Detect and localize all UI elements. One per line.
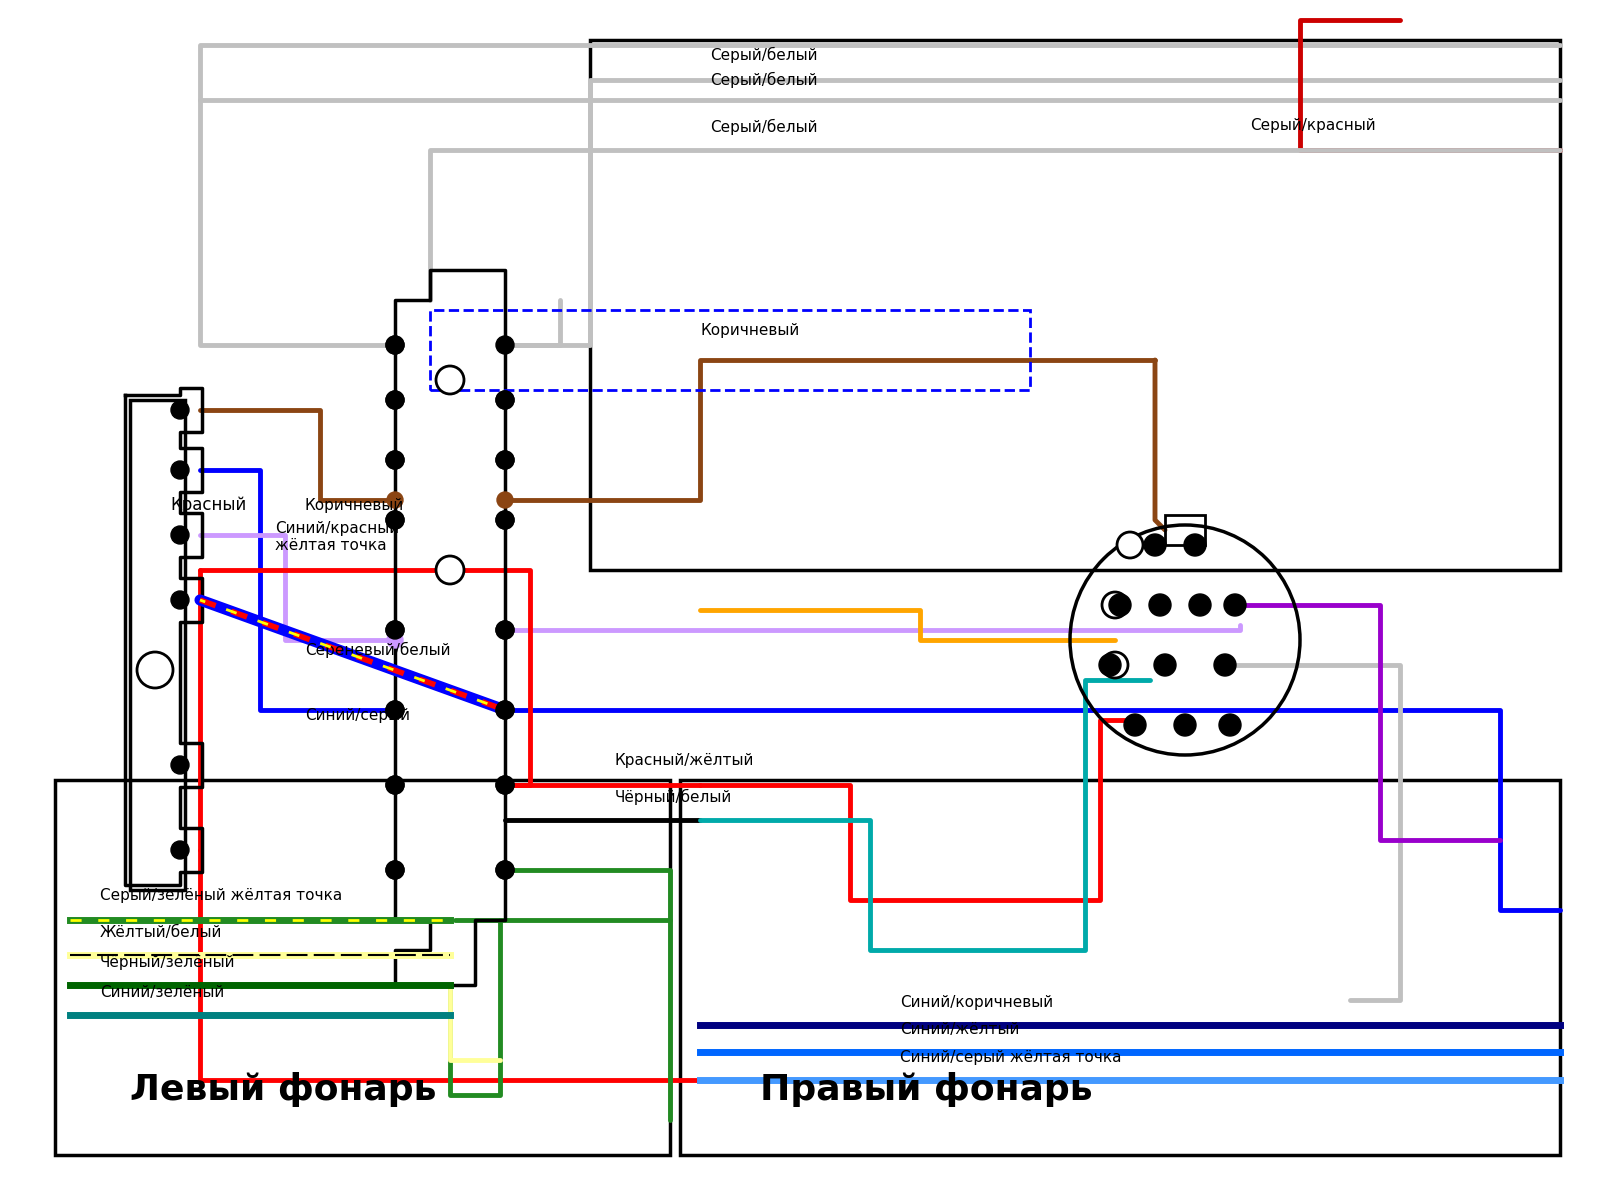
Circle shape	[386, 862, 403, 878]
Circle shape	[1224, 594, 1246, 616]
Circle shape	[386, 336, 403, 354]
Circle shape	[171, 401, 189, 419]
Circle shape	[386, 336, 403, 354]
Bar	[680, 780, 1560, 1154]
Circle shape	[1174, 714, 1197, 736]
Circle shape	[496, 511, 514, 529]
Text: Синий/жёлтый: Синий/жёлтый	[899, 1022, 1019, 1037]
Circle shape	[496, 701, 514, 719]
Text: Коричневый: Коричневый	[701, 323, 800, 338]
Circle shape	[496, 862, 514, 878]
Text: Серый/белый: Серый/белый	[710, 47, 818, 62]
Circle shape	[386, 391, 403, 409]
Text: Чёрный/зелёный: Чёрный/зелёный	[99, 955, 235, 970]
Circle shape	[1102, 592, 1128, 618]
Circle shape	[496, 391, 514, 409]
Circle shape	[496, 622, 514, 638]
Circle shape	[138, 652, 173, 688]
Circle shape	[171, 841, 189, 859]
Bar	[590, 40, 1560, 570]
Text: Синий/серый: Синий/серый	[306, 708, 410, 722]
Circle shape	[496, 776, 514, 794]
Text: Коричневый: Коричневый	[306, 498, 405, 514]
Circle shape	[386, 391, 403, 409]
Circle shape	[386, 451, 403, 469]
Circle shape	[386, 622, 403, 638]
Text: Серый/зелёный жёлтая точка: Серый/зелёный жёлтая точка	[99, 888, 342, 902]
Text: Синий/коричневый: Синий/коричневый	[899, 995, 1053, 1010]
Circle shape	[496, 336, 514, 354]
Circle shape	[387, 632, 403, 648]
Text: Правый фонарь: Правый фонарь	[760, 1072, 1093, 1106]
Bar	[130, 400, 186, 890]
Text: Серый/белый: Серый/белый	[710, 119, 818, 134]
Circle shape	[435, 556, 464, 584]
Bar	[430, 310, 1030, 390]
Circle shape	[1214, 654, 1235, 676]
Text: Левый фонарь: Левый фонарь	[130, 1072, 437, 1106]
Circle shape	[386, 511, 403, 529]
Text: Синий/серый жёлтая точка: Синий/серый жёлтая точка	[899, 1050, 1122, 1066]
Text: Чёрный/белый: Чёрный/белый	[614, 788, 733, 805]
Circle shape	[1184, 534, 1206, 556]
Text: Синий/красный
жёлтая точка: Синий/красный жёлтая точка	[275, 521, 398, 553]
Text: Красный/жёлтый: Красный/жёлтый	[614, 752, 754, 768]
Circle shape	[386, 862, 403, 878]
Circle shape	[171, 461, 189, 479]
Circle shape	[386, 701, 403, 719]
Circle shape	[386, 622, 403, 638]
Circle shape	[386, 776, 403, 794]
Circle shape	[171, 590, 189, 608]
Circle shape	[1099, 654, 1122, 676]
Bar	[1165, 515, 1205, 545]
Circle shape	[435, 366, 464, 394]
Circle shape	[1144, 534, 1166, 556]
Circle shape	[386, 776, 403, 794]
Bar	[54, 780, 670, 1154]
Circle shape	[386, 511, 403, 529]
Circle shape	[171, 526, 189, 544]
Circle shape	[496, 451, 514, 469]
Circle shape	[1219, 714, 1242, 736]
Circle shape	[387, 492, 403, 508]
Circle shape	[496, 391, 514, 409]
Circle shape	[1117, 532, 1142, 558]
Circle shape	[1154, 654, 1176, 676]
Text: Серый/красный: Серый/красный	[1250, 118, 1376, 133]
Circle shape	[1109, 594, 1131, 616]
Circle shape	[498, 492, 514, 508]
Circle shape	[496, 511, 514, 529]
Circle shape	[496, 776, 514, 794]
Text: Красный: Красный	[170, 496, 246, 514]
Text: Жёлтый/белый: Жёлтый/белый	[99, 925, 222, 940]
Circle shape	[496, 862, 514, 878]
Circle shape	[1149, 594, 1171, 616]
Circle shape	[1123, 714, 1146, 736]
Circle shape	[1102, 652, 1128, 678]
Circle shape	[496, 701, 514, 719]
Circle shape	[498, 622, 514, 638]
Circle shape	[386, 701, 403, 719]
Text: Синий/зелёный: Синий/зелёный	[99, 985, 224, 1000]
Circle shape	[496, 622, 514, 638]
Text: Серый/белый: Серый/белый	[710, 72, 818, 88]
Circle shape	[1189, 594, 1211, 616]
Circle shape	[171, 756, 189, 774]
Circle shape	[496, 451, 514, 469]
Text: Сереневый/белый: Сереневый/белый	[306, 642, 451, 658]
Circle shape	[386, 451, 403, 469]
